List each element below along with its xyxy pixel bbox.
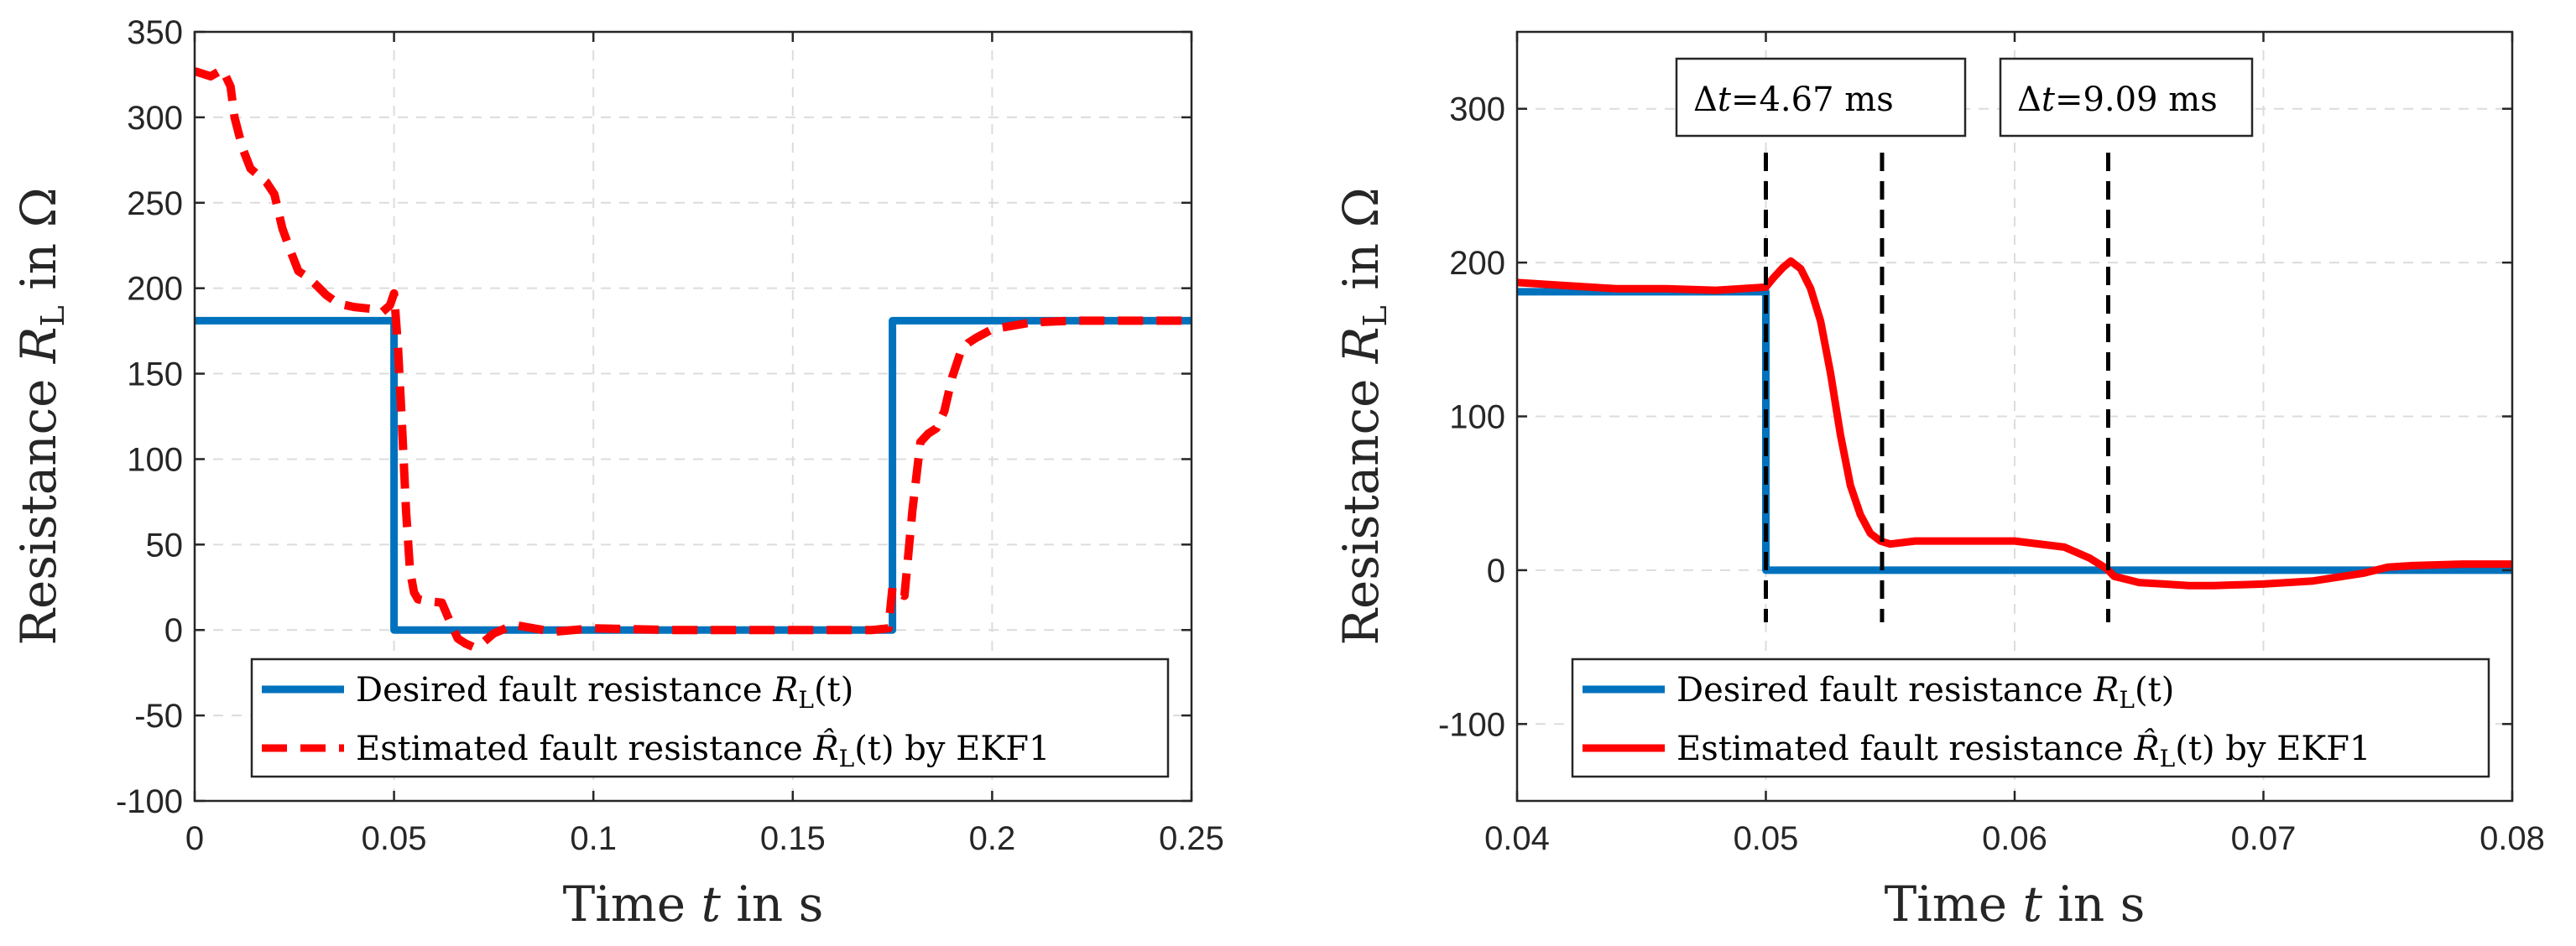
x-tick-label: 0.04 [1484,820,1550,857]
x-axis-label-var: t [701,876,722,933]
annotation-var: t [2042,81,2056,119]
legend-entry-symbol: R̂ [813,730,839,768]
y-tick-label: 0 [1487,553,1505,590]
annotation-box [1675,57,1967,138]
y-tick-label: 300 [127,100,183,137]
y-tick-label: 50 [146,527,184,564]
legend-entry-estimated: Estimated fault resistance R̂L(t) by EKF… [356,730,1050,772]
series-line-estimated [195,65,1192,652]
legend: Desired fault resistance RL(t)Estimated … [1571,658,2490,778]
annotation-delta: Δ [1693,81,1718,119]
legend-entry-symbol: R [772,671,798,710]
x-axis-label-var: t [2023,876,2043,933]
legend-entry-symbol: R̂ [2134,730,2160,768]
x-tick-label: 0 [185,820,204,857]
y-tick-label: -50 [134,698,183,735]
tick-group: 0.04 0.05 0.06 0.07 0.08 -100 0 100 200 300 [1438,32,2545,857]
annotation-label: Δt=9.09 ms [2017,81,2218,119]
y-tick-label: 300 [1449,91,1505,128]
series-group [1517,257,2512,590]
legend-entry-text: (t) [814,671,853,710]
x-axis-label: Time t in s [563,876,824,933]
y-axis-label-text: in Ω [1332,187,1390,305]
y-axis-label-text: in Ω [10,187,67,305]
legend-entry-desired: Desired fault resistance RL(t) [1676,671,2174,714]
y-tick-label: 200 [127,271,183,308]
legend-entry-sub: L [839,745,855,772]
annotation-group: Δt=4.67 ms Δt=9.09 ms [1675,57,2254,622]
x-axis-label: Time t in s [1885,876,2146,933]
legend-entry-text: (t) by EKF1 [854,730,1050,768]
x-tick-label: 0.08 [2480,820,2545,857]
series-group [195,65,1192,652]
x-axis-label-text: Time [1885,876,2023,933]
y-axis-label-sub: L [34,305,71,326]
legend: Desired fault resistance RL(t)Estimated … [250,658,1170,778]
y-tick-label: 100 [1449,399,1505,436]
x-tick-label: 0.25 [1159,820,1224,857]
y-tick-label: 350 [127,14,183,51]
legend-entry-text: Estimated fault resistance [1676,730,2135,768]
legend-entry-sub: L [2119,686,2135,714]
grid [195,32,1192,801]
y-tick-label: 100 [127,441,183,478]
y-axis-label-sub: L [1357,305,1394,326]
annotation-value: 4.67 ms [1759,81,1893,119]
legend-entry-text: (t) by EKF1 [2175,730,2370,768]
legend-entry-text: (t) [2135,671,2174,710]
legend-entry-desired: Desired fault resistance RL(t) [356,671,853,714]
legend-entry-text: Estimated fault resistance [356,730,814,768]
y-tick-label: 150 [127,356,183,393]
y-axis-label-var: R [10,326,67,364]
x-tick-label: 0.15 [760,820,826,857]
y-tick-label: -100 [116,783,183,820]
legend-entry-estimated: Estimated fault resistance R̂L(t) by EKF… [1676,730,2370,772]
x-axis-label-text: in s [2042,876,2146,933]
legend-entry-sub: L [2160,745,2176,772]
legend-entry-text: Desired fault resistance [1676,671,2094,710]
y-tick-label: 0 [164,612,183,649]
y-axis-label-text: Resistance [1332,363,1390,646]
annotation-delta: Δ [2017,81,2042,119]
x-axis-label-text: in s [721,876,824,933]
chart-fault-resistance-zoom: Δt=4.67 ms Δt=9.09 ms0.04 0.05 0.06 0.07 0.08… [1332,30,2545,933]
legend-box [250,658,1170,778]
x-tick-label: 0.05 [362,820,427,857]
legend-entry-sub: L [798,686,814,714]
annotation-eq: = [2055,81,2083,119]
x-tick-label: 0.06 [1982,820,2047,857]
legend-box [1571,658,2490,778]
series-line-desired [195,316,1192,634]
y-tick-label: -100 [1438,706,1505,743]
legend-entry-symbol: R [2093,671,2119,710]
series-line-estimated [1517,257,2512,590]
axes-frame [193,30,1193,803]
y-tick-label: 250 [127,185,183,222]
tick-group: 0 0.05 0.1 0.15 0.2 0.25 -100 -50 0 50 100 150 200 25… [116,14,1224,857]
x-tick-label: 0.05 [1734,820,1799,857]
x-tick-label: 0.1 [570,820,617,857]
y-axis-label: Resistance RL in Ω [1332,187,1394,645]
annotation-eq: = [1731,81,1760,119]
x-tick-label: 0.07 [2231,820,2297,857]
y-axis-label-text: Resistance [10,363,67,646]
y-axis-label-var: R [1332,326,1390,364]
annotation-label: Δt=4.67 ms [1693,81,1894,119]
annotation-value: 9.09 ms [2083,81,2217,119]
chart-fault-resistance-overview: 0 0.05 0.1 0.15 0.2 0.25 -100 -50 0 50 100 150 200 25… [10,14,1224,933]
x-axis-label-text: Time [563,876,701,933]
y-tick-label: 200 [1449,245,1505,282]
annotation-var: t [1718,81,1732,119]
annotation-box [1999,57,2254,138]
x-tick-label: 0.2 [969,820,1016,857]
y-axis-label: Resistance RL in Ω [10,187,71,645]
legend-entry-text: Desired fault resistance [356,671,773,710]
